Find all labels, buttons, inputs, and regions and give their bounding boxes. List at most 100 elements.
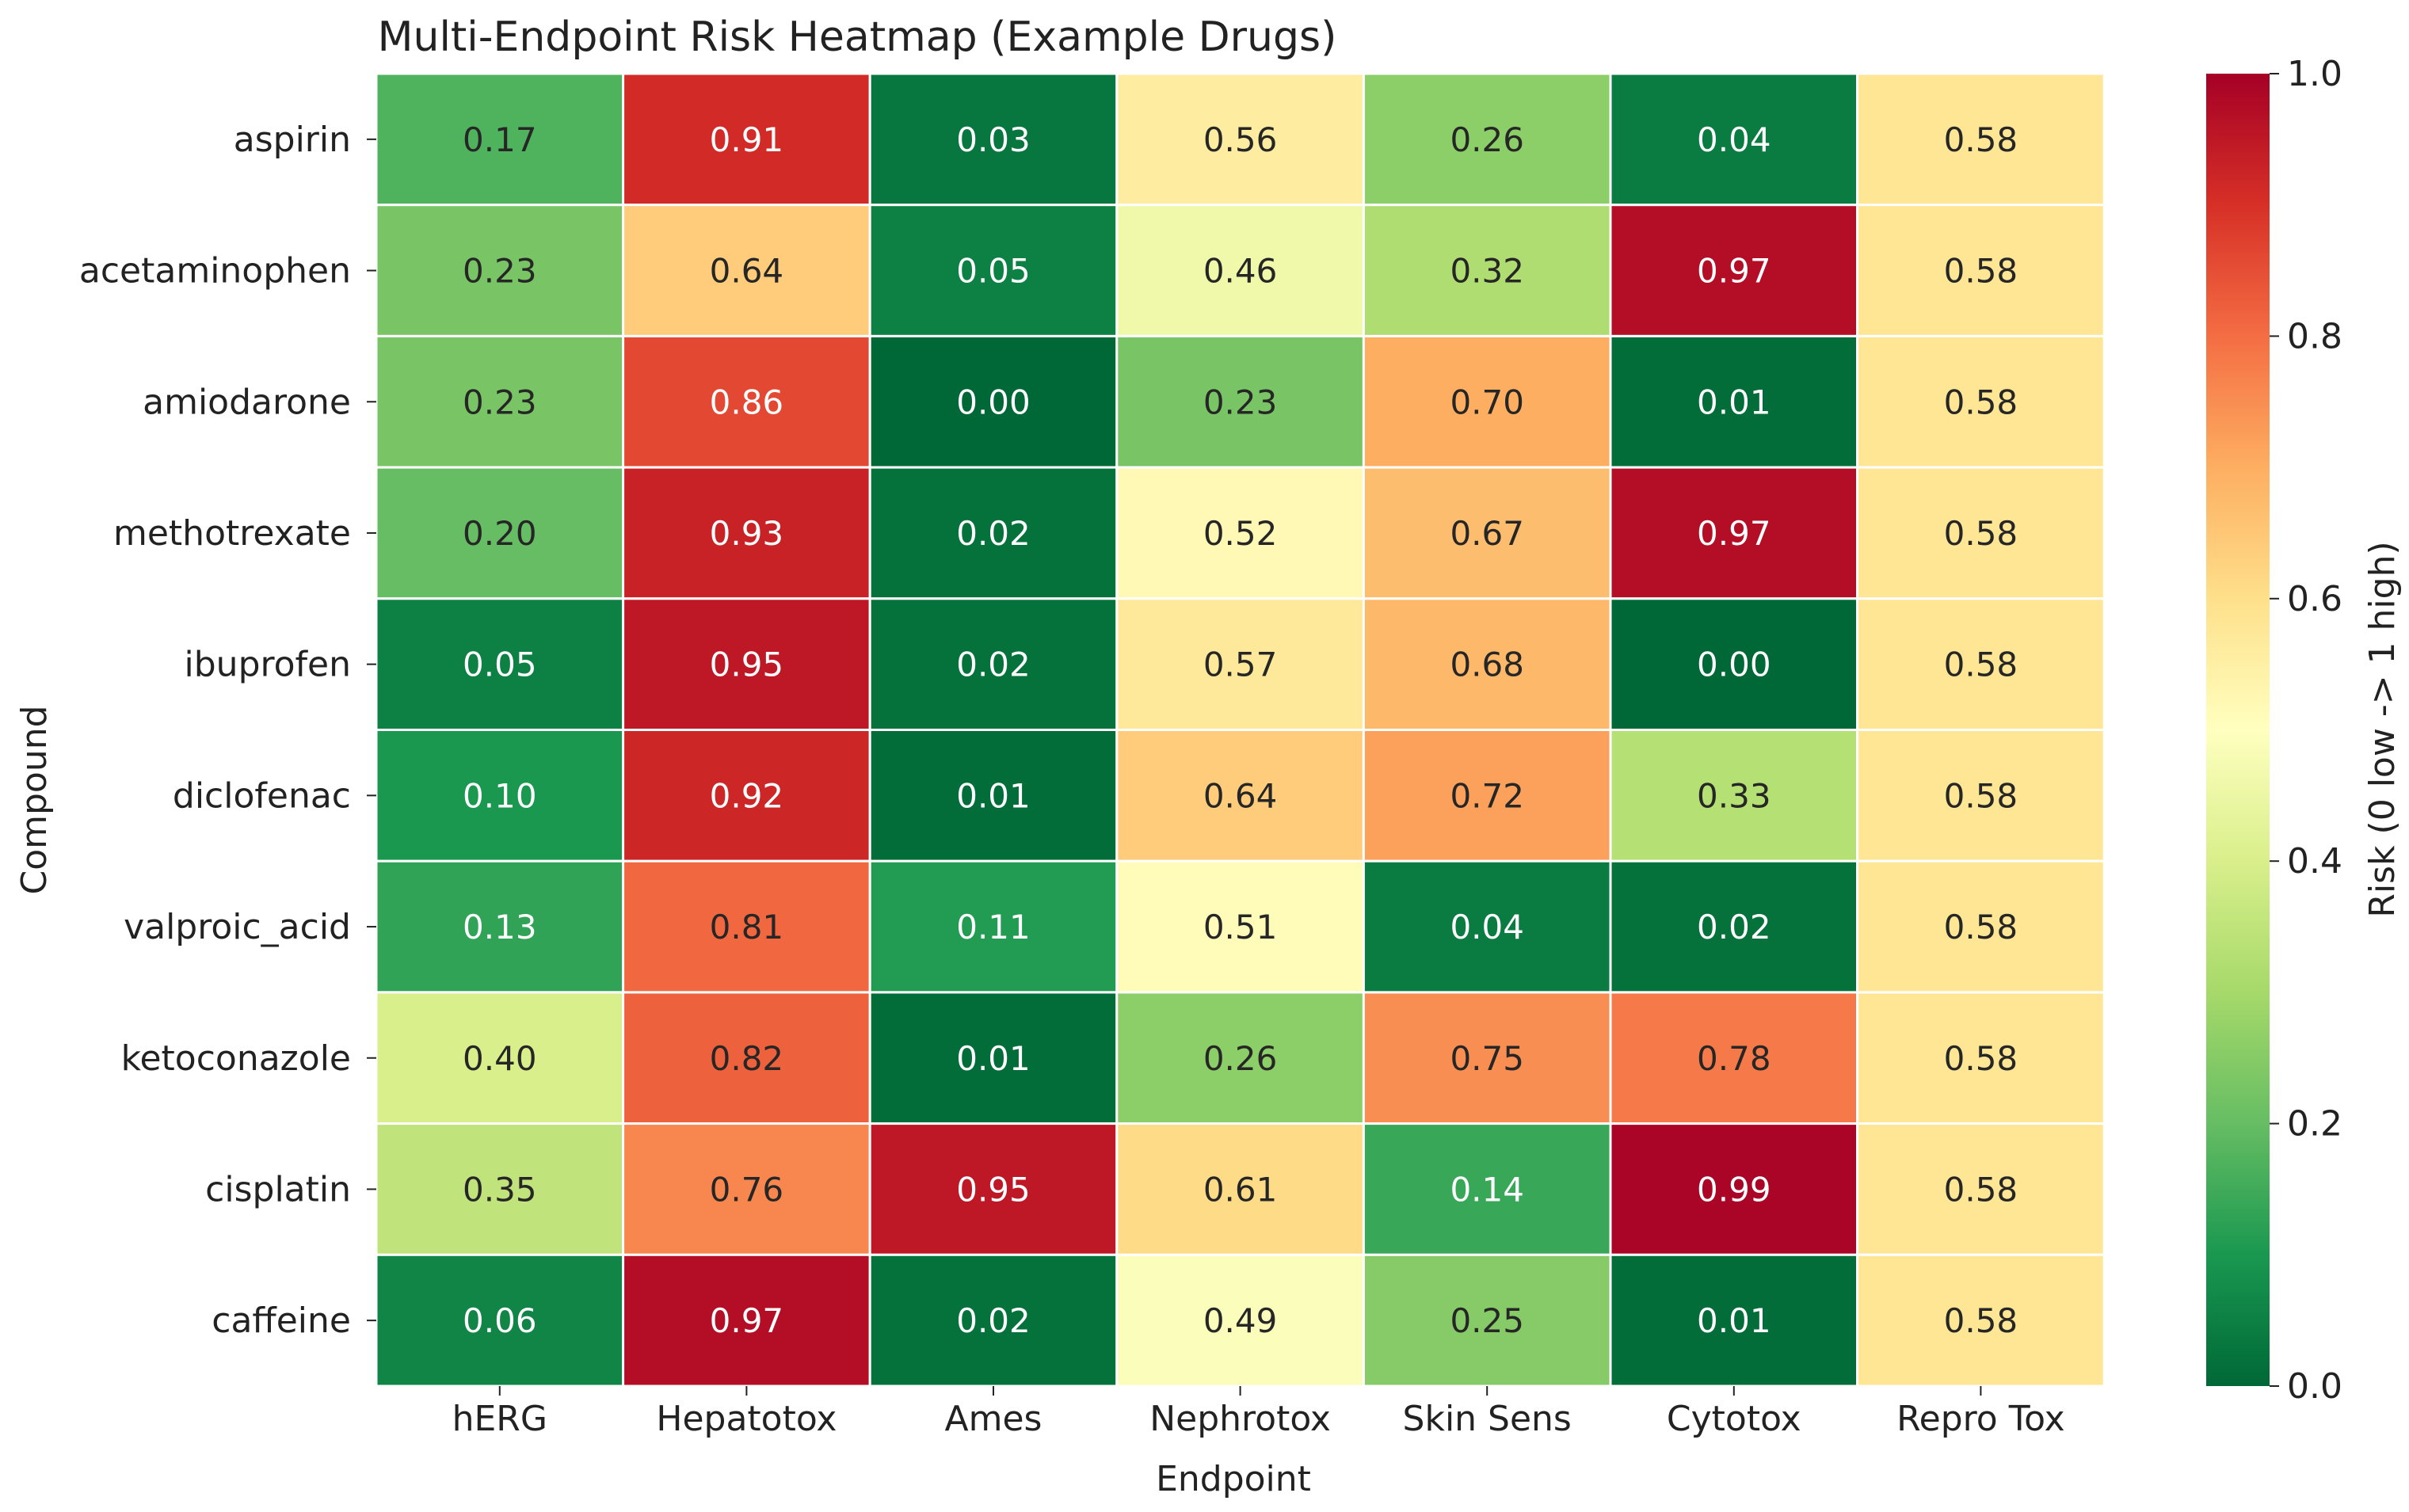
heatmap-cell — [1115, 729, 1365, 863]
colorbar-tick-label: 0.2 — [2287, 1104, 2342, 1144]
cell-value-label: 0.56 — [1203, 120, 1278, 159]
y-tick-label: diclofenac — [173, 775, 351, 816]
cell-value-label: 0.76 — [710, 1170, 784, 1209]
colorbar-tick-label: 1.0 — [2287, 54, 2342, 94]
heatmap-cell — [375, 597, 625, 731]
heatmap-cell-labels: 0.17 0.91 0.03 0.56 0.26 0.04 0.58 0.23 0.64 0.05… — [463, 120, 2018, 1340]
cell-value-label: 0.02 — [956, 1301, 1031, 1340]
y-axis-ticks: aspirin acetaminophen amiodarone methotrexa… — [79, 120, 376, 1341]
colorbar-ticks: 0.0 0.2 0.4 0.6 0.8 1.0 — [2270, 54, 2342, 1407]
heatmap-cell — [1115, 859, 1365, 994]
heatmap-cell — [868, 729, 1119, 863]
cell-value-label: 0.10 — [463, 776, 537, 815]
y-tick-label: ketoconazole — [121, 1038, 351, 1079]
chart-title: Multi-Endpoint Risk Heatmap (Example Dru… — [378, 13, 1337, 61]
cell-value-label: 0.40 — [463, 1039, 537, 1078]
x-tick-label: hERG — [452, 1399, 547, 1439]
cell-value-label: 0.26 — [1203, 1039, 1278, 1078]
y-tick-label: valproic_acid — [124, 907, 351, 947]
y-tick-label: ibuprofen — [185, 645, 351, 685]
cell-value-label: 0.91 — [710, 120, 784, 159]
cell-value-label: 0.25 — [1450, 1301, 1524, 1340]
cell-value-label: 0.58 — [1944, 1039, 2018, 1078]
heatmap-cell — [375, 991, 625, 1125]
colorbar-tick-label: 0.8 — [2287, 316, 2342, 356]
y-tick-label: acetaminophen — [79, 251, 351, 291]
cell-value-label: 0.35 — [463, 1170, 537, 1209]
cell-value-label: 0.04 — [1450, 908, 1524, 946]
heatmap-cell — [1856, 859, 2106, 994]
cell-value-label: 0.20 — [463, 514, 537, 553]
cell-value-label: 0.58 — [1944, 252, 2018, 291]
heatmap-cell — [868, 204, 1119, 337]
cell-value-label: 0.72 — [1450, 776, 1524, 815]
heatmap-cell — [1115, 1253, 1365, 1388]
heatmap-cell — [1856, 1253, 2106, 1388]
colorbar — [2206, 74, 2270, 1386]
heatmap-cell — [1362, 1253, 1612, 1388]
cell-value-label: 0.04 — [1697, 120, 1771, 159]
heatmap-cell — [1856, 204, 2106, 337]
cell-value-label: 0.64 — [1203, 776, 1278, 815]
colorbar-label: Risk (0 low -> 1 high) — [2362, 541, 2403, 917]
heatmap-cell — [375, 72, 625, 207]
cell-value-label: 0.52 — [1203, 514, 1278, 553]
cell-value-label: 0.93 — [710, 514, 784, 553]
cell-value-label: 0.58 — [1944, 120, 2018, 159]
heatmap-cell — [1362, 1122, 1612, 1256]
cell-value-label: 0.01 — [956, 776, 1031, 815]
heatmap-cells — [375, 72, 2106, 1388]
y-axis-label: Compound — [14, 705, 55, 894]
heatmap-cell — [1856, 466, 2106, 600]
heatmap-cell — [1115, 72, 1365, 207]
cell-value-label: 0.78 — [1697, 1039, 1771, 1078]
heatmap-cell — [868, 334, 1119, 469]
cell-value-label: 0.58 — [1944, 646, 2018, 684]
cell-value-label: 0.97 — [710, 1301, 784, 1340]
heatmap-cell — [1609, 991, 1859, 1125]
x-tick-label: Ames — [945, 1399, 1043, 1439]
cell-value-label: 0.05 — [956, 252, 1031, 291]
x-tick-label: Cytotox — [1667, 1399, 1801, 1439]
heatmap-cell — [1856, 991, 2106, 1125]
cell-value-label: 0.57 — [1203, 646, 1278, 684]
cell-value-label: 0.86 — [710, 383, 784, 421]
cell-value-label: 0.11 — [956, 908, 1031, 946]
cell-value-label: 0.32 — [1450, 252, 1524, 291]
cell-value-label: 0.81 — [710, 908, 784, 946]
heatmap-cell — [1362, 204, 1612, 337]
cell-value-label: 0.23 — [1203, 383, 1278, 421]
cell-value-label: 0.99 — [1697, 1170, 1771, 1209]
heatmap-cell — [1362, 729, 1612, 863]
cell-value-label: 0.01 — [1697, 1301, 1771, 1340]
heatmap-cell — [1856, 597, 2106, 731]
cell-value-label: 0.58 — [1944, 383, 2018, 421]
heatmap-cell — [1609, 466, 1859, 600]
heatmap-cell — [1115, 466, 1365, 600]
cell-value-label: 0.58 — [1944, 908, 2018, 946]
cell-value-label: 0.67 — [1450, 514, 1524, 553]
cell-value-label: 0.01 — [956, 1039, 1031, 1078]
cell-value-label: 0.00 — [1697, 646, 1771, 684]
x-tick-label: Hepatotox — [656, 1399, 837, 1439]
cell-value-label: 0.95 — [710, 646, 784, 684]
cell-value-label: 0.82 — [710, 1039, 784, 1078]
heatmap-cell — [868, 597, 1119, 731]
cell-value-label: 0.01 — [1697, 383, 1771, 421]
heatmap-cell — [868, 72, 1119, 207]
heatmap-cell — [622, 991, 871, 1125]
cell-value-label: 0.26 — [1450, 120, 1524, 159]
y-tick-label: methotrexate — [113, 513, 351, 554]
cell-value-label: 0.95 — [956, 1170, 1031, 1209]
colorbar-tick-label: 0.4 — [2287, 841, 2342, 882]
heatmap-cell — [868, 1122, 1119, 1256]
heatmap-cell — [1362, 334, 1612, 469]
cell-value-label: 0.00 — [956, 383, 1031, 421]
heatmap-cell — [868, 1253, 1119, 1388]
heatmap-cell — [1856, 729, 2106, 863]
cell-value-label: 0.14 — [1450, 1170, 1524, 1209]
colorbar-tick-label: 0.6 — [2287, 579, 2342, 619]
cell-value-label: 0.58 — [1944, 1301, 2018, 1340]
heatmap-cell — [1362, 991, 1612, 1125]
